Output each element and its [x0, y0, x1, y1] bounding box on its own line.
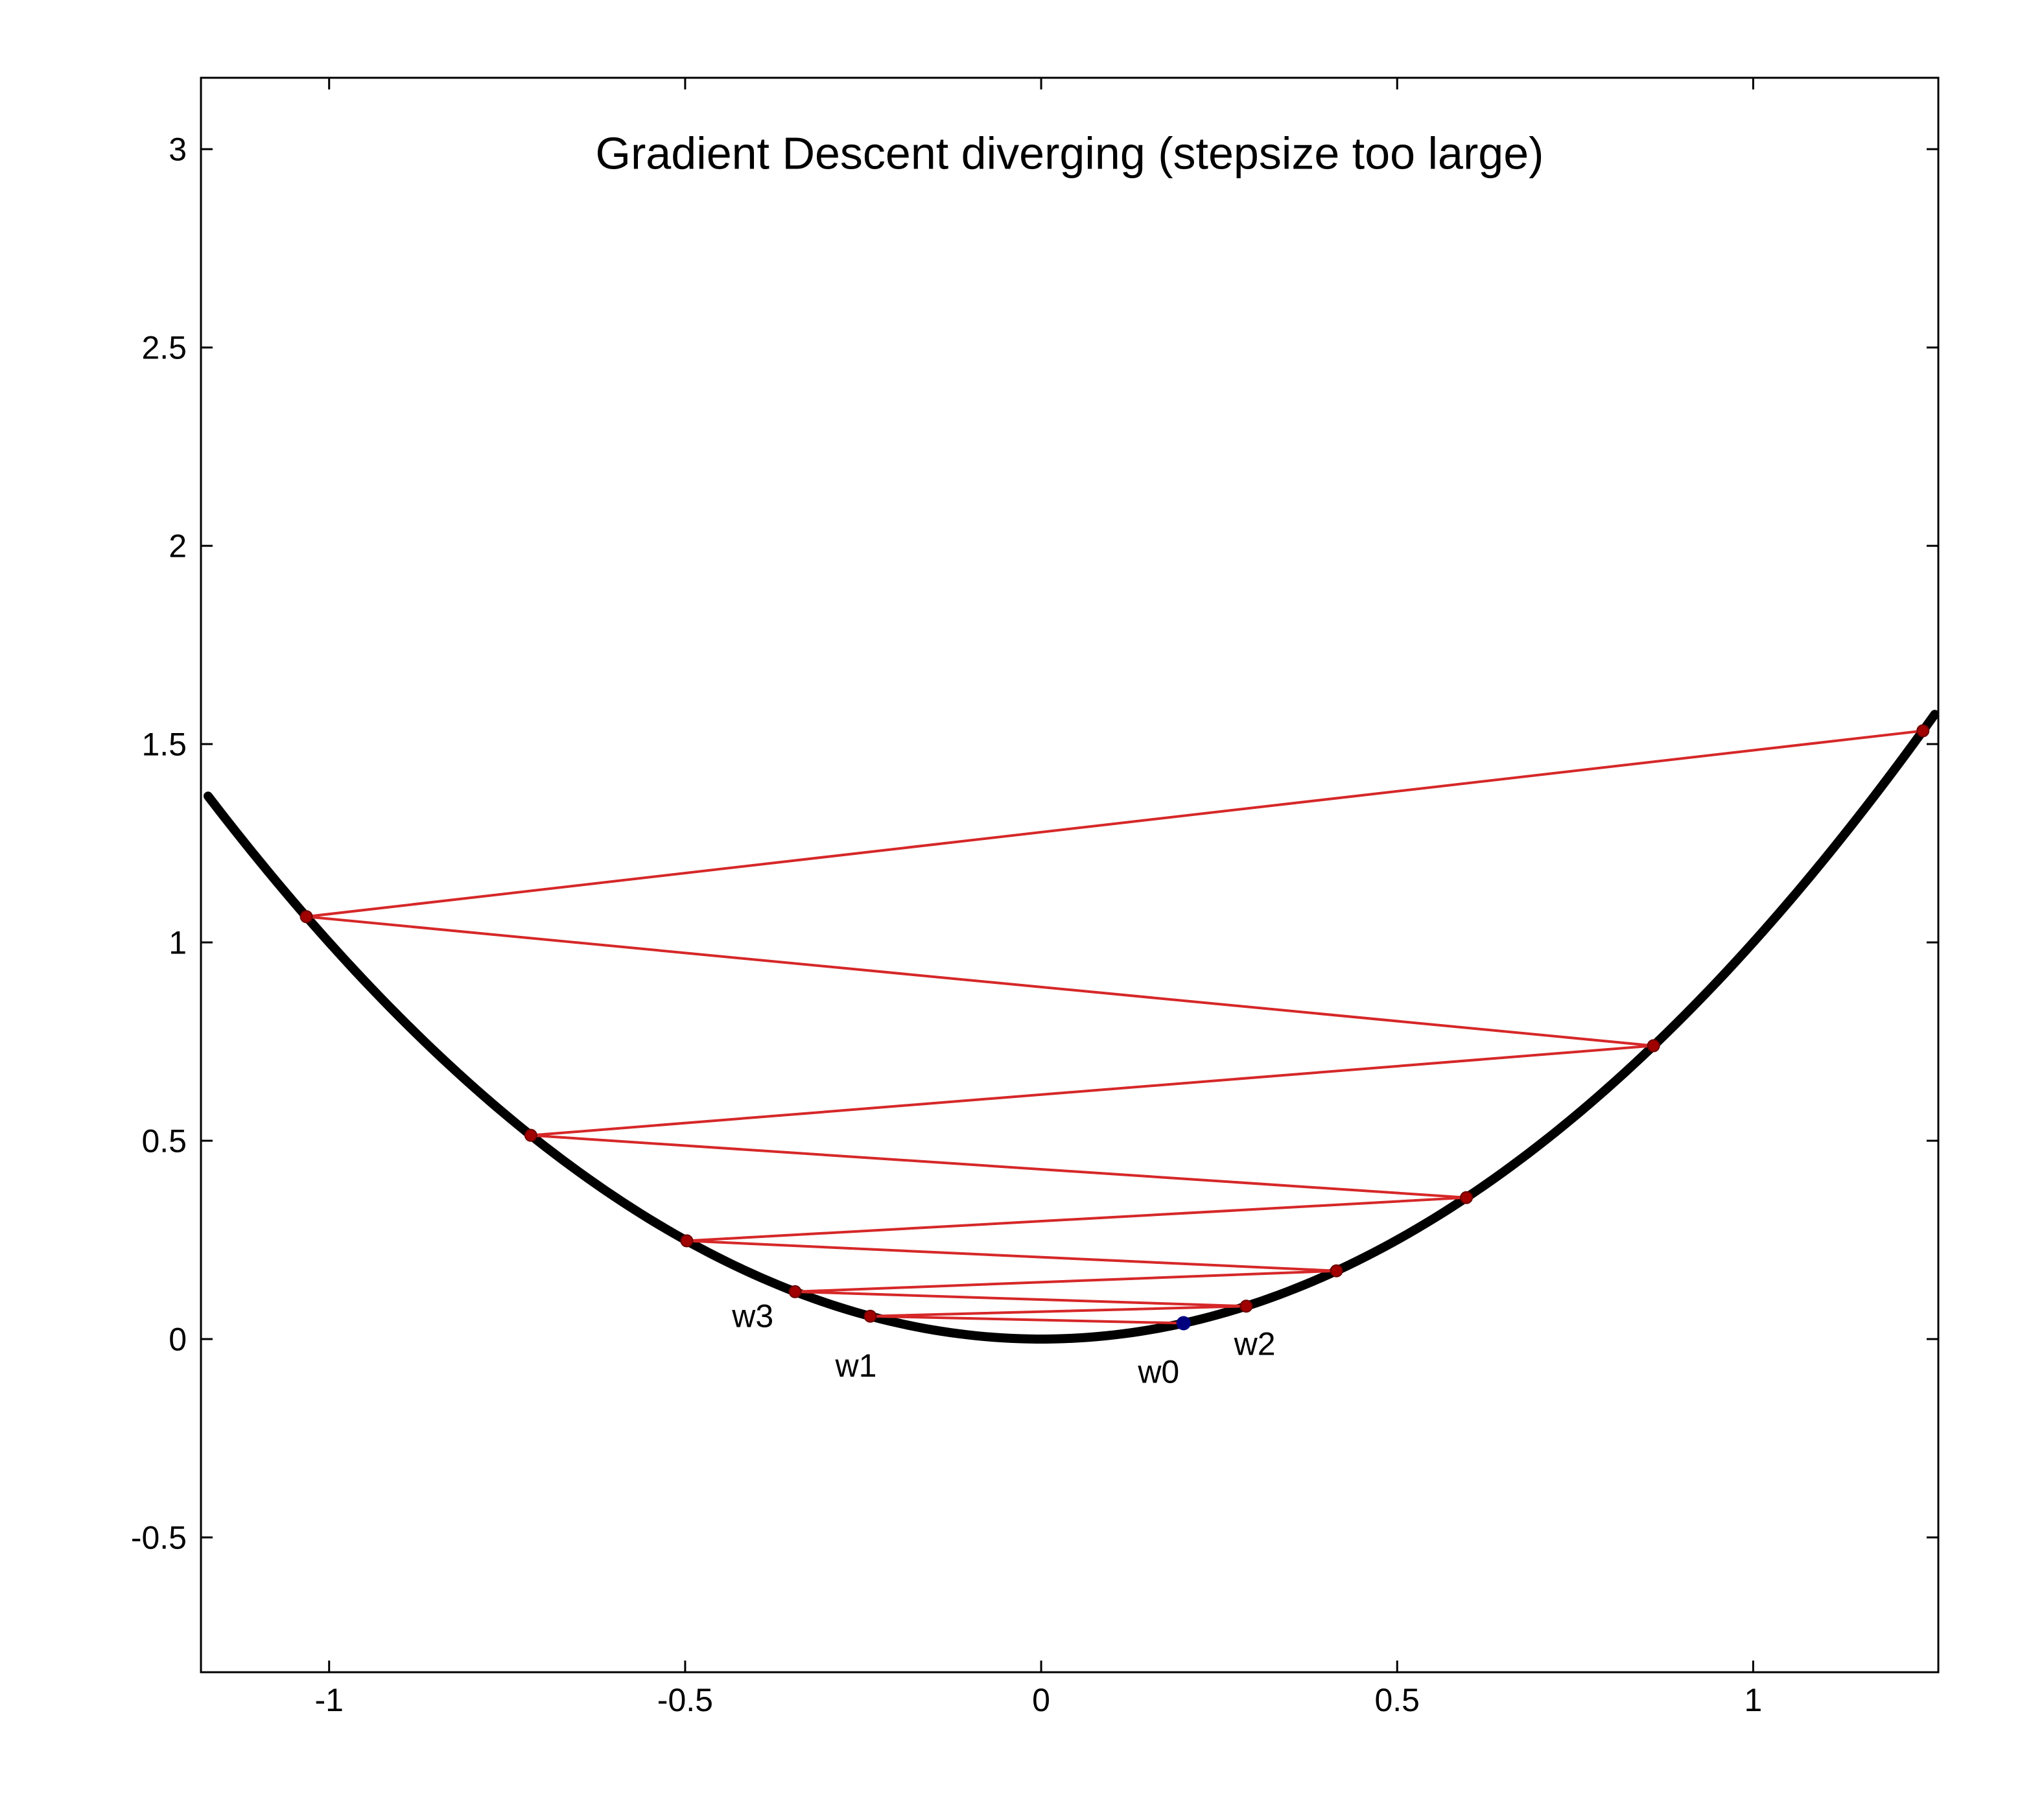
- gradient-descent-chart: -1 -0.5 0 0.5 1 -0.5 0 0.5 1 1.5 2 2.5 3 w0 w1 w2 w3 Grad…: [0, 0, 2020, 1820]
- start-marker: [1177, 1316, 1191, 1330]
- y-tick-label: 3: [169, 132, 187, 168]
- y-tick-label: 1: [169, 925, 187, 961]
- chart-container: -1 -0.5 0 0.5 1 -0.5 0 0.5 1 1.5 2 2.5 3 w0 w1 w2 w3 Grad…: [0, 0, 2020, 1820]
- iterate-marker: [1917, 725, 1929, 737]
- iterate-label: w0: [1137, 1353, 1179, 1390]
- iterate-label: w2: [1234, 1325, 1276, 1362]
- iterate-marker: [1240, 1300, 1252, 1312]
- y-tick-label: 2.5: [141, 330, 187, 366]
- iterate-label: w1: [835, 1348, 877, 1384]
- x-tick-label: -1: [314, 1682, 343, 1718]
- iterate-marker: [1648, 1040, 1660, 1051]
- chart-title: Gradient Descent diverging (stepsize too…: [596, 128, 1544, 179]
- iterate-marker: [681, 1235, 692, 1246]
- x-tick-label: -0.5: [657, 1682, 713, 1718]
- iterate-marker: [301, 911, 312, 922]
- iterate-marker: [525, 1130, 537, 1141]
- iterate-marker: [864, 1311, 876, 1322]
- y-tick-label: 0.5: [141, 1123, 187, 1160]
- y-tick-label: 2: [169, 528, 187, 565]
- y-tick-label: 0: [169, 1321, 187, 1357]
- y-tick-label: -0.5: [131, 1519, 187, 1556]
- x-tick-label: 0.5: [1374, 1682, 1420, 1718]
- iterate-marker: [1461, 1192, 1472, 1204]
- x-tick-label: 1: [1744, 1682, 1763, 1718]
- iterate-label: w3: [731, 1298, 773, 1335]
- x-tick-label: 0: [1032, 1682, 1050, 1718]
- iterate-marker: [789, 1286, 801, 1298]
- y-tick-label: 1.5: [141, 727, 187, 763]
- iterate-marker: [1331, 1265, 1343, 1277]
